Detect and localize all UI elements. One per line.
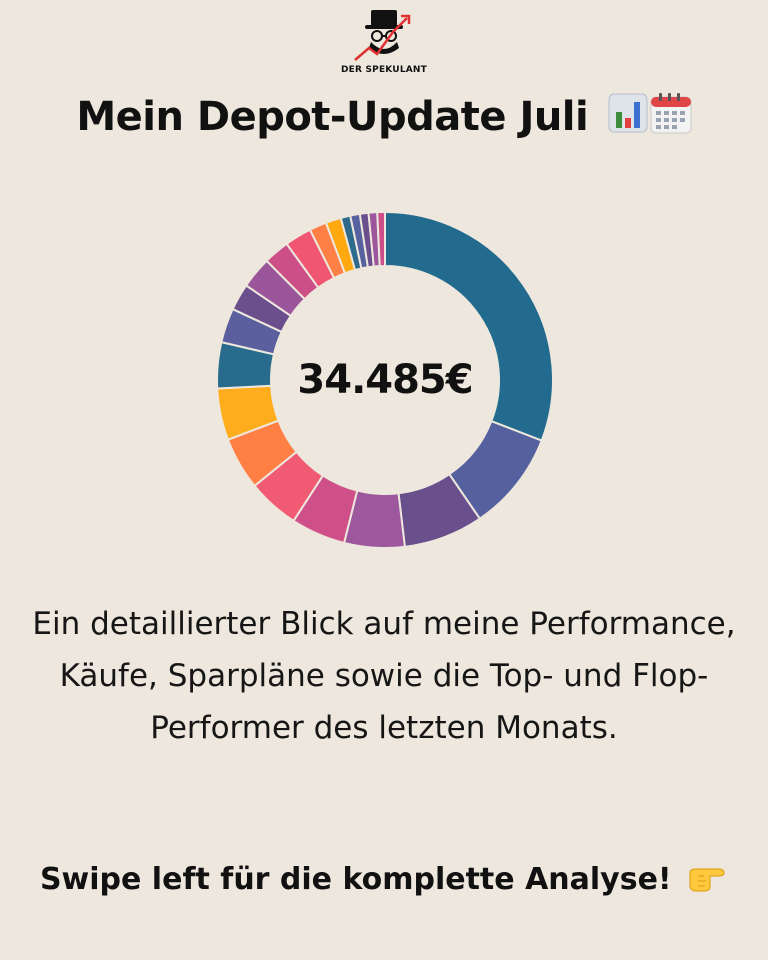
description-text: Ein detaillierter Blick auf meine Perfor…	[32, 606, 736, 746]
page-title: Mein Depot-Update Juli	[0, 92, 768, 140]
portfolio-total: 34.485€	[297, 357, 473, 403]
speculator-top-hat-icon	[354, 10, 411, 61]
title-text: Mein Depot-Update Juli	[76, 94, 589, 140]
brand-logo: DER SPEKULANT	[334, 8, 434, 80]
brand-name: DER SPEKULANT	[340, 65, 427, 75]
donut-slice-1	[384, 210, 554, 442]
cta-text: Swipe left für die komplette Analyse!	[39, 862, 672, 897]
donut-slice-21	[376, 210, 386, 268]
pointing-hand-icon	[689, 868, 725, 892]
calendar-icon	[650, 93, 692, 134]
donut-svg	[216, 210, 554, 549]
bar-chart-icon	[608, 93, 648, 133]
swipe-cta: Swipe left für die komplette Analyse!	[0, 862, 768, 897]
portfolio-donut-chart: 34.485€	[210, 205, 560, 555]
